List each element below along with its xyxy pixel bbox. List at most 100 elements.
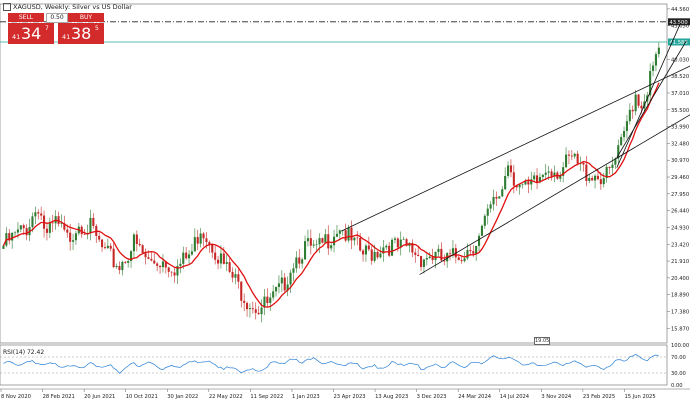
- candle-body: [51, 222, 54, 224]
- candle-body: [359, 238, 362, 251]
- candle-body: [654, 54, 657, 66]
- candle-body: [533, 175, 536, 180]
- candle-body: [315, 244, 318, 245]
- candle-body: [214, 252, 217, 260]
- candle-body: [231, 271, 234, 278]
- candle-body: [208, 242, 211, 245]
- candle-body: [2, 245, 5, 249]
- candle-body: [385, 245, 388, 248]
- time-axis-label: 13 Aug 2023: [375, 394, 408, 400]
- candle-body: [130, 251, 133, 262]
- time-axis-label: 28 Feb 2021: [43, 394, 75, 400]
- buy-button[interactable]: BUY: [68, 13, 104, 22]
- candle-body: [330, 245, 333, 249]
- chart-settings-icon[interactable]: [3, 3, 11, 11]
- time-axis-label: 20 Jun 2021: [84, 394, 115, 400]
- candle-body: [333, 236, 336, 246]
- candle-body: [449, 252, 452, 254]
- candle-body: [234, 274, 237, 278]
- candle-body: [599, 179, 602, 185]
- time-marker: 19.05: [534, 337, 550, 345]
- candle-body: [248, 308, 251, 310]
- candle-body: [118, 265, 121, 271]
- candle-body: [45, 228, 48, 233]
- candle-body: [431, 256, 434, 261]
- candle-body: [393, 238, 396, 240]
- steep-trendline[interactable]: [616, 40, 687, 158]
- time-axis-label: 23 Apr 2023: [334, 394, 366, 400]
- candle-body: [121, 261, 124, 271]
- sell-price-quote[interactable]: 41 34 7: [8, 23, 54, 44]
- candle-body: [550, 171, 553, 177]
- candle-body: [402, 239, 405, 240]
- candle-body: [31, 216, 34, 228]
- candle-body: [367, 245, 370, 250]
- candle-body: [243, 300, 246, 303]
- candle-body: [588, 177, 591, 182]
- candle-body: [22, 225, 25, 229]
- buy-price-quote[interactable]: 41 38 5: [58, 23, 104, 44]
- sell-button[interactable]: SELL: [8, 13, 44, 22]
- candle-body: [292, 268, 295, 273]
- candle-body: [483, 215, 486, 226]
- candle-body: [498, 196, 501, 199]
- candle-body: [478, 235, 481, 246]
- candle-body: [251, 308, 254, 310]
- candle-body: [536, 175, 539, 183]
- candle-body: [106, 245, 109, 249]
- candle-body: [379, 253, 382, 258]
- candle-body: [109, 245, 112, 249]
- candle-body: [521, 184, 524, 186]
- time-axis-label: 22 May 2022: [209, 394, 243, 400]
- candle-body: [159, 265, 162, 268]
- steep-trendline[interactable]: [616, 22, 681, 168]
- candle-body: [112, 248, 115, 268]
- candle-body: [634, 94, 637, 112]
- price-axis-label: 24.930: [671, 225, 689, 231]
- candle-body: [324, 234, 327, 243]
- candle-body: [202, 233, 205, 239]
- rsi-axis-label: 100.00: [671, 343, 689, 349]
- candle-body: [512, 172, 515, 186]
- candle-body: [205, 238, 208, 243]
- price-axis-label: 17.380: [671, 309, 689, 315]
- candle-body: [567, 154, 570, 156]
- lot-size-input[interactable]: 0.50: [46, 13, 68, 23]
- candle-body: [553, 172, 556, 177]
- moving-average-line: [2, 82, 660, 308]
- candle-body: [179, 263, 182, 266]
- candle-body: [225, 262, 228, 264]
- candle-body: [135, 234, 138, 244]
- candle-body: [272, 291, 275, 298]
- price-axis-label: 35.500: [671, 108, 689, 114]
- price-axis-label: 27.950: [671, 192, 689, 198]
- price-axis-label: 23.420: [671, 242, 689, 248]
- candle-body: [637, 94, 640, 106]
- channel-lower-trendline[interactable]: [419, 74, 690, 275]
- current-price-tag: [668, 38, 690, 46]
- candle-body: [547, 171, 550, 173]
- candle-body: [11, 232, 14, 241]
- candle-body: [562, 167, 565, 176]
- candle-body: [304, 241, 307, 260]
- candle-body: [501, 189, 504, 197]
- candle-body: [132, 234, 135, 252]
- candle-body: [591, 177, 594, 181]
- candle-body: [373, 251, 376, 261]
- candle-body: [457, 257, 460, 261]
- candle-body: [605, 166, 608, 179]
- rsi-plot-area: [0, 344, 668, 386]
- candle-body: [399, 239, 402, 248]
- one-click-trading-panel: SELL 0.50 BUY 41 34 7 41 38 5: [8, 13, 104, 44]
- candle-body: [115, 265, 118, 268]
- candle-body: [16, 229, 19, 233]
- candle-body: [66, 229, 69, 233]
- candle-body: [190, 251, 193, 255]
- channel-upper-trendline[interactable]: [341, 54, 690, 232]
- rsi-axis-label: 30.00: [671, 371, 686, 377]
- candle-body: [576, 153, 579, 164]
- candle-body: [489, 204, 492, 209]
- candle-body: [504, 176, 507, 190]
- candle-body: [147, 257, 150, 259]
